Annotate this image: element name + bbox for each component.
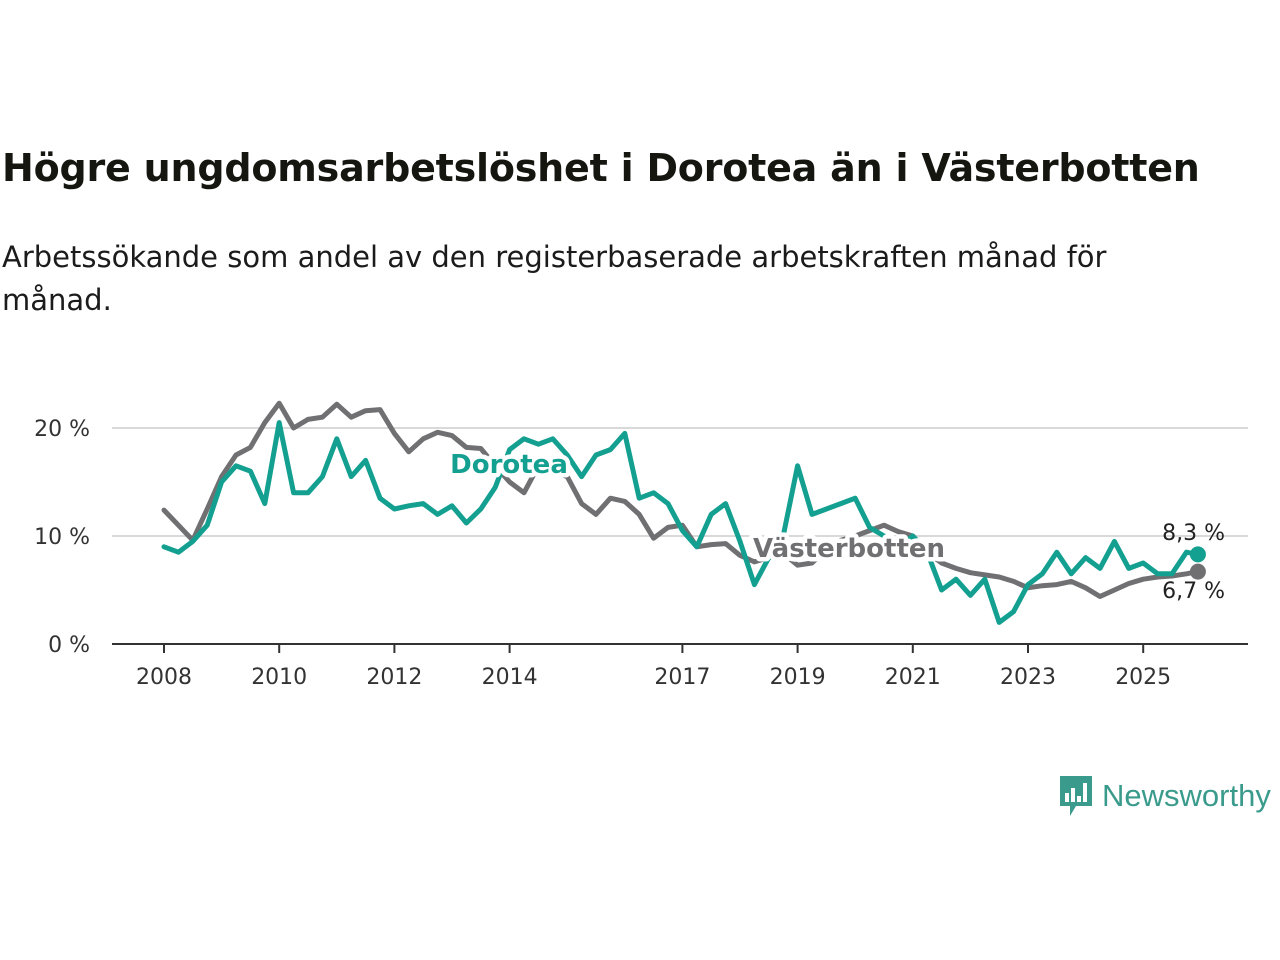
x-tick-label: 2023: [1000, 665, 1056, 690]
line-label-vasterbotten: Västerbotten: [753, 534, 945, 564]
line-label-dorotea: Dorotea: [450, 450, 568, 480]
x-tick-label: 2010: [251, 665, 307, 690]
series-lines: [161, 400, 1206, 625]
x-tick-label: 2021: [885, 665, 941, 690]
series-line-dorotea: [161, 420, 1201, 625]
line-label-vasterbotten-halo: Västerbotten: [753, 534, 945, 564]
x-tick-label: 2025: [1115, 665, 1171, 690]
line-label-dorotea-halo: Dorotea: [450, 450, 568, 480]
newsworthy-logo-text: Newsworthy: [1102, 778, 1271, 813]
end-label-vasterbotten: 6,7 %: [1162, 579, 1225, 604]
x-tick-label: 2012: [366, 665, 422, 690]
x-tick-label: 2008: [136, 665, 192, 690]
annotations: 8,3 %6,7 %DoroteaDoroteaVästerbottenVäst…: [446, 446, 1225, 605]
y-tick-label: 0 %: [48, 633, 90, 658]
x-tick-label: 2017: [654, 665, 710, 690]
y-tick-label: 20 %: [34, 417, 90, 442]
end-label-dorotea: 8,3 %: [1162, 521, 1225, 546]
newsworthy-logo[interactable]: Newsworthy: [1058, 773, 1271, 819]
end-point-dorotea: [1189, 546, 1206, 563]
chart-title: Högre ungdomsarbetslöshet i Dorotea än i…: [2, 146, 1200, 190]
newsworthy-logo-icon: [1060, 776, 1092, 816]
series-line-vasterbotten: [161, 400, 1201, 599]
end-point-vasterbotten: [1189, 563, 1206, 580]
y-tick-label: 10 %: [34, 525, 90, 550]
x-tick-label: 2019: [770, 665, 826, 690]
chart-subtitle: Arbetssökande som andel av den registerb…: [2, 240, 1107, 317]
axes: 0 % 10 % 20 % 2008 2010 2012 2014 2017 2019 2021 2…: [34, 417, 1248, 690]
gridlines: [112, 427, 1248, 537]
x-tick-label: 2014: [482, 665, 538, 690]
